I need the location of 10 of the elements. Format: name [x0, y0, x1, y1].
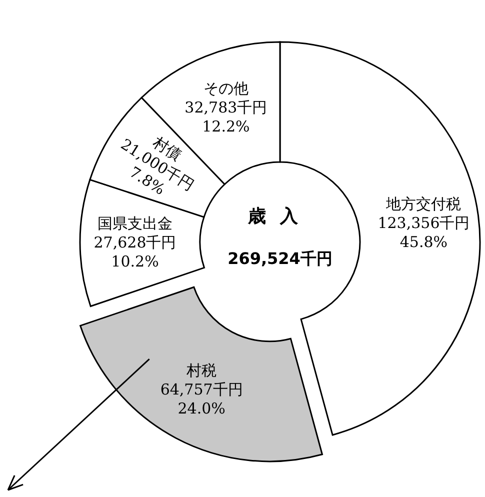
- data-label: 27,628千円 10.2%: [94, 234, 176, 271]
- data-label: 64,757千円 24.0%: [160, 380, 243, 418]
- slice-label: その他: [203, 79, 248, 98]
- text: 歳入: [247, 206, 312, 227]
- slice-label: 地方交付税: [385, 194, 462, 213]
- slice-label: 村税: [186, 361, 217, 380]
- text: 269,524千円: [228, 249, 332, 268]
- data-label: 32,783千円 12.2%: [184, 98, 268, 136]
- data-label: 123,356千円 45.8%: [378, 214, 470, 251]
- slice-label: 国県支出金: [98, 214, 172, 233]
